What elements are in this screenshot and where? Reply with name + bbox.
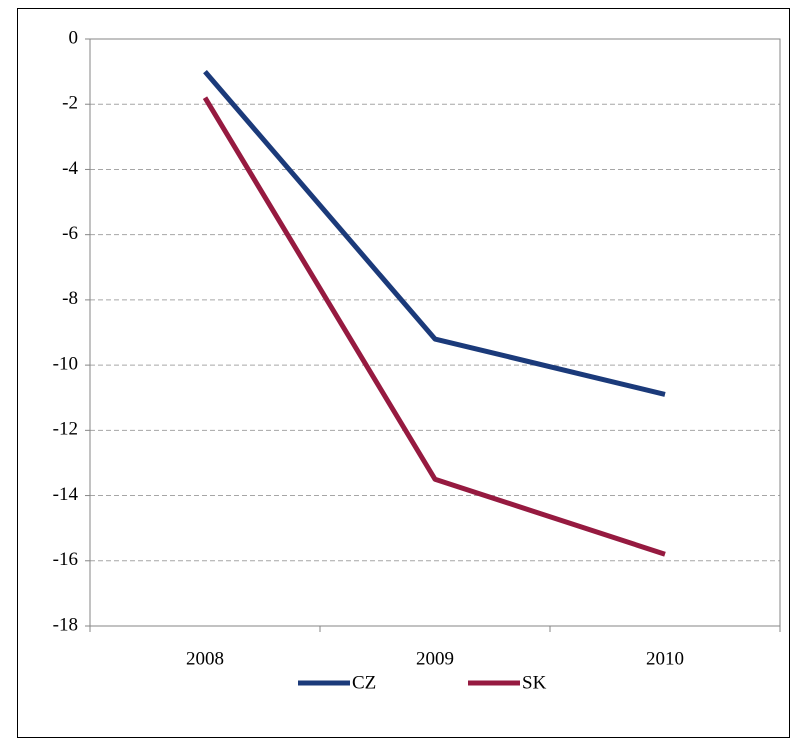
plot-frame bbox=[89, 38, 781, 627]
x-tick-label: 2010 bbox=[646, 648, 684, 669]
y-tick-label: -16 bbox=[53, 549, 78, 570]
y-tick-label: -8 bbox=[62, 288, 78, 309]
legend-label: CZ bbox=[352, 672, 376, 693]
legend-label: SK bbox=[522, 672, 547, 693]
y-tick-label: -4 bbox=[62, 158, 78, 179]
x-tick-label: 2009 bbox=[416, 648, 454, 669]
y-tick-label: -18 bbox=[53, 614, 78, 635]
y-tick-label: -14 bbox=[53, 484, 79, 505]
y-tick-label: -12 bbox=[53, 419, 78, 440]
series-line bbox=[202, 96, 666, 557]
y-tick-label: 0 bbox=[69, 27, 79, 48]
series-line bbox=[203, 69, 666, 397]
x-tick-label: 2008 bbox=[186, 648, 224, 669]
y-tick-label: -6 bbox=[62, 223, 78, 244]
y-tick-label: -10 bbox=[53, 353, 78, 374]
y-tick-label: -2 bbox=[62, 93, 78, 114]
chart-frame bbox=[17, 8, 790, 738]
